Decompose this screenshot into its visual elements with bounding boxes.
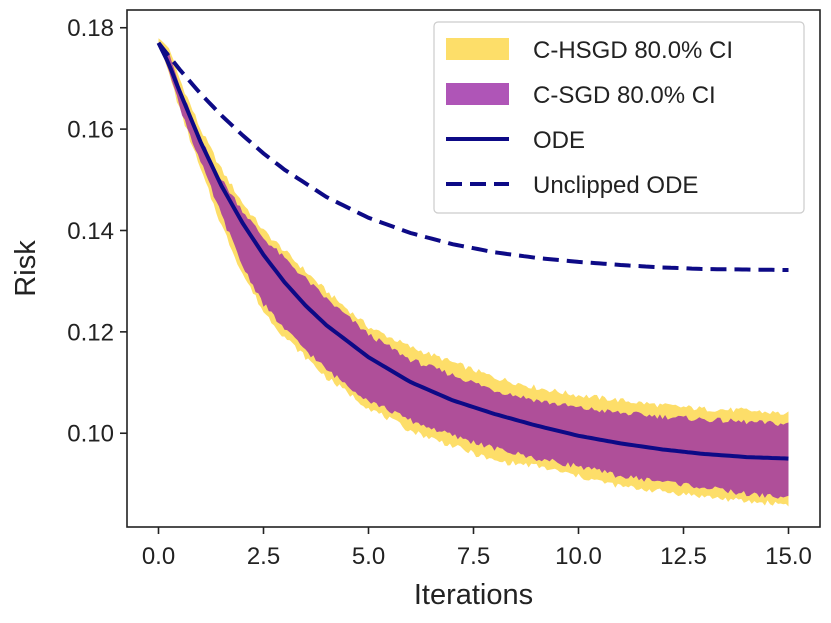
legend-label: ODE [533,127,585,154]
x-tick-label: 10.0 [555,543,602,570]
ode-line [156,42,789,461]
x-tick-label: 0.0 [142,543,175,570]
y-tick-label: 0.18 [67,15,114,42]
y-tick-label: 0.16 [67,117,114,144]
x-tick-label: 15.0 [765,543,812,570]
y-axis-label: Risk [10,240,42,297]
legend-swatch [446,83,509,105]
legend-label: C-HSGD 80.0% CI [533,37,733,64]
x-tick-label: 2.5 [247,543,280,570]
legend-box [433,21,805,214]
legend-swatch [446,38,509,60]
y-tick-label: 0.12 [67,319,114,346]
x-tick-label: 12.5 [660,543,707,570]
x-tick-label: 7.5 [457,543,490,570]
y-tick-label: 0.10 [67,421,114,448]
x-tick-label: 5.0 [352,543,385,570]
legend: C-HSGD 80.0% CI C-SGD 80.0% CI ODE Unclippe… [433,21,805,214]
unclipped-ode-line [156,41,789,272]
x-axis-label: Iterations [414,579,533,611]
legend-label: Unclipped ODE [533,172,698,199]
y-tick-label: 0.14 [67,218,114,245]
legend-label: C-SGD 80.0% CI [533,82,716,109]
